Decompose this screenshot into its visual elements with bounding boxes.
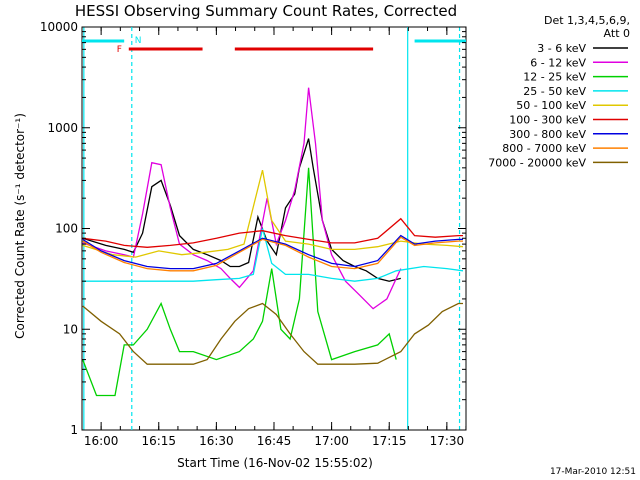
x-tick-label-3: 16:45 <box>257 434 292 448</box>
plot-clip-group <box>82 27 466 430</box>
series-line-0 <box>82 138 401 282</box>
series-line-1 <box>82 87 402 310</box>
y-tick-label-0: 1 <box>70 423 78 437</box>
legend-label-2: 12 - 25 keV <box>523 71 586 84</box>
plot-area: N F 16:00 16:15 16:30 16:45 17:00 17:15 17:30 1 10… <box>40 20 467 448</box>
series-line-4 <box>82 169 464 258</box>
x-tick-label-6: 17:30 <box>430 434 465 448</box>
legend-label-8: 7000 - 20000 keV <box>488 156 586 169</box>
y-tick-label-4: 10000 <box>40 20 78 34</box>
x-tick-label-0: 16:00 <box>84 434 119 448</box>
series-line-3 <box>82 228 464 282</box>
x-tick-label-5: 17:15 <box>372 434 407 448</box>
legend-header-detectors: Det 1,3,4,5,6,9, <box>544 14 630 27</box>
y-tick-label-2: 100 <box>55 222 78 236</box>
legend-label-4: 50 - 100 keV <box>516 99 586 112</box>
y-axis-label: Corrected Count Rate (s⁻¹ detector⁻¹) <box>13 113 27 339</box>
x-tick-label-2: 16:30 <box>199 434 234 448</box>
legend-label-3: 25 - 50 keV <box>523 85 586 98</box>
legend-label-0: 3 - 6 keV <box>537 42 586 55</box>
x-axis-label: Start Time (16-Nov-02 15:55:02) <box>177 456 373 470</box>
series-line-2 <box>82 167 397 397</box>
date-stamp: 17-Mar-2010 12:51 <box>550 467 636 477</box>
night-flag-label: N <box>135 36 142 46</box>
x-tick-label-1: 16:15 <box>141 434 176 448</box>
flare-flag-label: F <box>117 45 122 55</box>
legend-label-1: 6 - 12 keV <box>530 56 586 69</box>
legend-label-5: 100 - 300 keV <box>509 114 586 127</box>
y-tick-label-3: 1000 <box>47 121 78 135</box>
series-line-8 <box>82 302 463 365</box>
legend-header-attenuator: Att 0 <box>604 27 630 40</box>
series-line-7 <box>82 236 463 272</box>
x-tick-label-4: 17:00 <box>314 434 349 448</box>
chart-title: HESSI Observing Summary Count Rates, Cor… <box>75 2 457 20</box>
legend-label-6: 300 - 800 keV <box>509 128 586 141</box>
series-line-5 <box>82 217 463 248</box>
series-line-6 <box>82 234 463 270</box>
legend-label-7: 800 - 7000 keV <box>502 142 586 155</box>
y-tick-label-1: 10 <box>63 322 78 336</box>
